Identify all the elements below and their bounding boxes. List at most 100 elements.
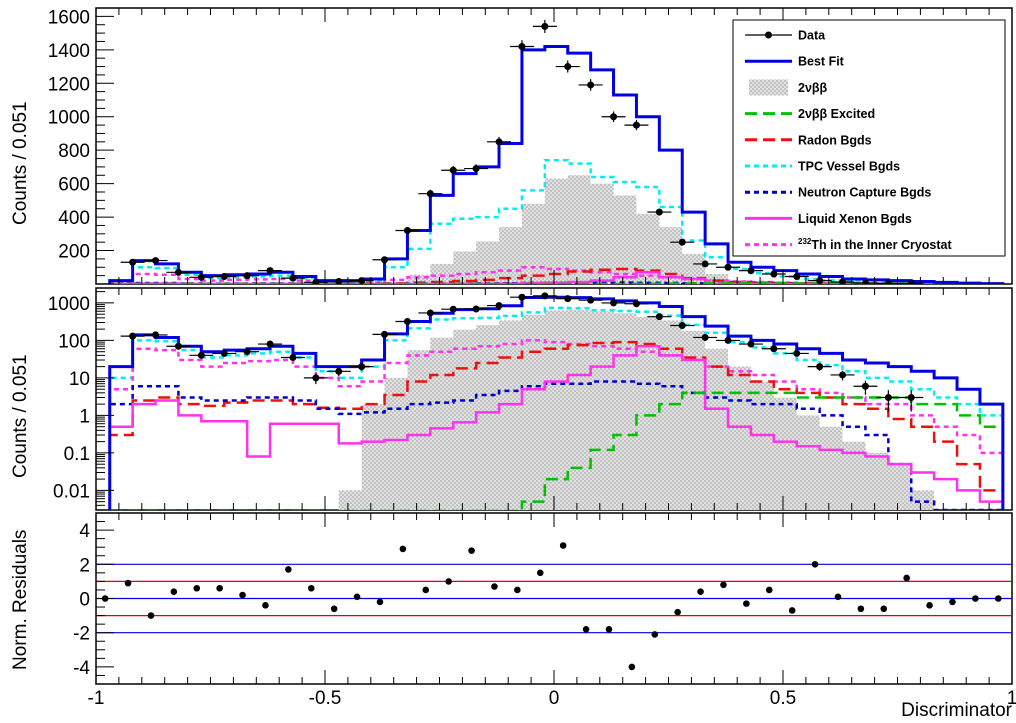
top-y-tick-label: 600 [58,175,90,196]
middle-data-point [212,349,237,357]
residual-point [330,605,338,613]
residual-point [147,612,155,619]
middle-data-point [830,370,855,381]
axes: 20040060080010001200140016000.010.111010… [48,7,1016,709]
x-tick-label: 0 [549,688,560,709]
legend-box [732,19,1006,257]
x-axis-title: Discriminator [901,700,1013,721]
residual-point [811,561,819,568]
middle-panel [108,292,1005,510]
top-data-point [899,279,924,284]
middle-data-point [487,302,512,310]
legend-label: Radon Bgds [798,133,872,147]
x-tick-label: -1 [88,688,105,709]
middle-data-point [395,317,420,325]
residual-point [262,602,269,609]
residual-point [651,631,659,638]
residual-point [216,584,223,592]
legend-entry-radon-bgds: Radon Bgds [745,133,872,147]
bottom-panel [96,542,1012,671]
top-data-point [578,79,603,91]
residual-point [376,598,384,606]
top-data-point [189,273,214,281]
legend-entry-th-in-the-inner-cryostat: 232Th in the Inner Cryostat [745,237,952,252]
bottom-y-tick-label: 2 [79,555,90,576]
middle-data-point [532,292,557,300]
top-data-point [349,277,374,284]
bottom-y-axis-title: Norm. Residuals [10,530,31,670]
top-data-point [395,226,420,234]
residual-point [399,545,407,553]
top-series-radon-bgds [108,267,1005,284]
x-tick-label: 1 [1007,688,1016,709]
top-series-2vbb [109,175,1003,284]
residual-point [674,608,681,616]
middle-y-tick-label: 0.01 [53,481,90,502]
x-tick-label: -0.5 [309,688,342,709]
middle-data-point [555,295,580,303]
middle-data-point [784,349,809,357]
residual-point [834,593,842,601]
top-data-point [143,257,168,265]
top-data-point [212,272,237,280]
top-y-axis-title: Counts / 0.051 [10,101,31,225]
middle-y-tick-label: 0.1 [64,444,90,465]
residual-point [353,593,361,601]
bottom-y-tick-label: 4 [79,521,90,542]
middle-series-radon-bgds [108,340,1005,510]
residual-point [239,591,246,599]
top-data-point [853,279,878,284]
top-data-point [120,258,145,266]
middle-data-point [693,333,718,341]
top-data-point [738,267,763,275]
legend-label: Best Fit [798,55,845,69]
top-data-point [258,267,283,275]
bottom-y-tick-label: -2 [73,624,90,645]
legend-entry-data: Data [745,29,826,43]
residual-point [170,588,178,595]
residual-point [491,583,498,590]
top-y-tick-label: 200 [58,242,90,263]
middle-y-tick-label: 1 [79,406,90,427]
top-data-point [624,119,649,131]
middle-data-point [738,340,763,348]
legend-label: TPC Vessel Bgds [798,160,900,174]
top-data-point [876,279,901,284]
top-data-point [784,272,809,280]
top-data-point [830,278,855,284]
middle-data-point [120,332,145,340]
residual-point [765,586,773,594]
legend-entry-neutron-capture-bgds: Neutron Capture Bgds [745,186,931,200]
middle-data-point [853,380,878,395]
legend-entry-tpc-vessel-bgds: TPC Vessel Bgds [745,160,900,174]
top-data-point [166,268,191,276]
residual-point [743,600,750,607]
middle-data-point [326,367,351,377]
middle-data-point [418,309,443,317]
top-data-point [601,111,626,123]
top-panel [108,19,1005,284]
residual-point [582,625,590,633]
top-data-point [693,260,718,268]
residual-point [720,581,727,589]
residual-point [307,584,315,592]
middle-data-point [166,342,191,350]
bottom-y-tick-label: 0 [79,590,90,611]
residual-point [285,566,292,573]
legend-entry-2vbb: 2νββ [749,79,828,96]
middle-data-point [624,300,649,308]
residual-point [972,595,979,602]
top-y-tick-label: 1400 [48,41,90,62]
residual-point [124,579,132,587]
middle-data-point [601,299,626,307]
top-data-point [372,256,397,264]
bottom-y-tick-label: -4 [73,658,90,679]
middle-data-point [349,363,374,371]
top-data-point [555,60,580,73]
middle-data-point [761,345,786,353]
residual-point [536,569,544,577]
middle-data-point [189,351,214,359]
legend-label: Neutron Capture Bgds [798,186,931,200]
top-data-point [487,136,512,147]
residual-point [628,663,636,671]
